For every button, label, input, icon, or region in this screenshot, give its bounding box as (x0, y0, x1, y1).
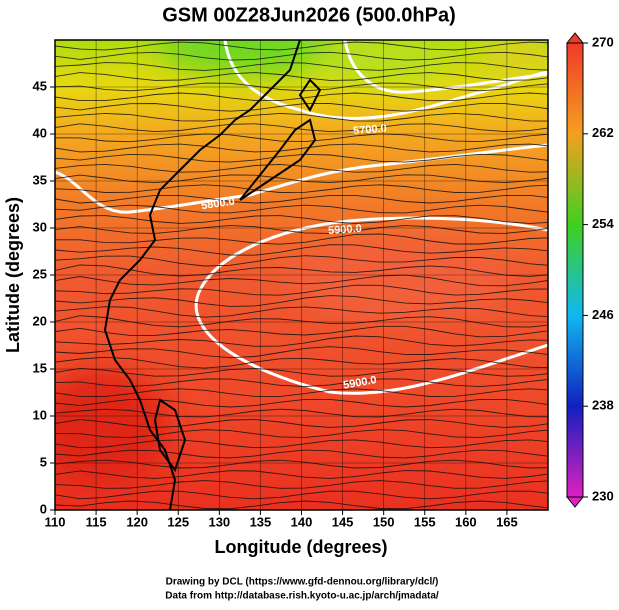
x-tick-label: 150 (373, 514, 395, 529)
streamline (55, 500, 548, 510)
y-tick-label: 10 (33, 407, 47, 422)
y-tick-label: 30 (33, 219, 47, 234)
streamline (55, 408, 548, 418)
y-tick-label: 15 (33, 360, 47, 375)
x-tick-label: 140 (291, 514, 313, 529)
streamline (55, 225, 548, 234)
x-tick-label: 155 (414, 514, 436, 529)
streamline (55, 82, 548, 92)
streamline (55, 215, 548, 224)
y-tick-label: 5 (40, 454, 47, 469)
colorbar-tick-label: 238 (592, 398, 614, 413)
x-tick-label: 160 (455, 514, 477, 529)
x-tick-label: 145 (332, 514, 354, 529)
streamline (55, 62, 548, 71)
streamline (55, 184, 548, 193)
credit: Drawing by DCL (https://www.gfd-dennou.o… (166, 577, 439, 588)
streamlines (55, 41, 548, 510)
field (55, 40, 548, 510)
colorbar-min-arrow (565, 496, 585, 508)
y-tick-label: 35 (33, 172, 47, 187)
credit: Data from http://database.rish.kyoto-u.a… (165, 591, 439, 602)
streamline (55, 92, 548, 102)
streamline (55, 398, 548, 408)
streamline (55, 356, 548, 369)
streamline (55, 325, 548, 338)
x-tick-label: 110 (45, 514, 66, 529)
x-tick-label: 130 (208, 514, 230, 529)
x-tick-label: 165 (496, 514, 518, 529)
y-tick-label: 20 (33, 313, 47, 328)
contour-label: 5900.0 (328, 223, 362, 237)
colorbar-tick-label: 270 (592, 34, 614, 49)
x-axis-label: Longitude (degrees) (214, 537, 387, 557)
y-tick-label: 0 (40, 501, 47, 516)
streamline (55, 419, 548, 428)
colorbar-tick-label: 230 (592, 488, 614, 503)
contour-label: 5800.0 (200, 196, 235, 213)
x-tick-label: 125 (167, 514, 189, 529)
title: GSM 00Z28Jun2026 (500.0hPa) (162, 4, 455, 26)
streamline (55, 284, 548, 296)
streamline (55, 274, 548, 287)
streamline (55, 378, 548, 388)
contour-labels: 5700.0 5800.0 5900.0 5900.0 (200, 122, 387, 391)
contour-label: 5900.0 (342, 374, 377, 392)
streamline (55, 295, 548, 307)
streamline (55, 244, 548, 256)
streamline (55, 123, 548, 133)
x-tick-label: 135 (250, 514, 272, 529)
streamline (55, 388, 548, 397)
streamline (55, 346, 548, 359)
streamline (55, 233, 548, 245)
streamline (55, 439, 548, 449)
streamline (55, 490, 548, 500)
streamline (55, 204, 548, 214)
streamline (55, 72, 548, 81)
streamline (55, 255, 548, 267)
streamline (55, 367, 548, 377)
colorbar (566, 42, 584, 498)
streamline (55, 41, 548, 51)
streamline (55, 51, 548, 61)
streamline (55, 429, 548, 438)
streamline (55, 480, 548, 489)
colorbar-tick-label: 262 (592, 125, 614, 140)
y-tick-label: 45 (33, 78, 47, 93)
x-tick-label: 115 (86, 514, 107, 529)
streamline (55, 470, 548, 479)
colorbar-tick-label: 246 (592, 307, 614, 322)
y-axis-label: Latitude (degrees) (3, 197, 23, 353)
x-tick-label: 120 (126, 514, 148, 529)
colorbar-max-arrow (565, 32, 585, 44)
streamline (55, 335, 548, 347)
streamline (55, 174, 548, 184)
colorbar-tick-label: 254 (592, 216, 614, 231)
y-tick-label: 25 (33, 266, 47, 281)
streamline (55, 264, 548, 277)
streamline (55, 133, 548, 143)
streamline (55, 306, 548, 318)
contour-label: 5700.0 (353, 122, 388, 137)
streamline (55, 143, 548, 153)
streamline (55, 112, 548, 122)
y-tick-label: 40 (33, 125, 47, 140)
streamline (55, 194, 548, 204)
streamline (55, 163, 548, 173)
streamline (55, 449, 548, 459)
